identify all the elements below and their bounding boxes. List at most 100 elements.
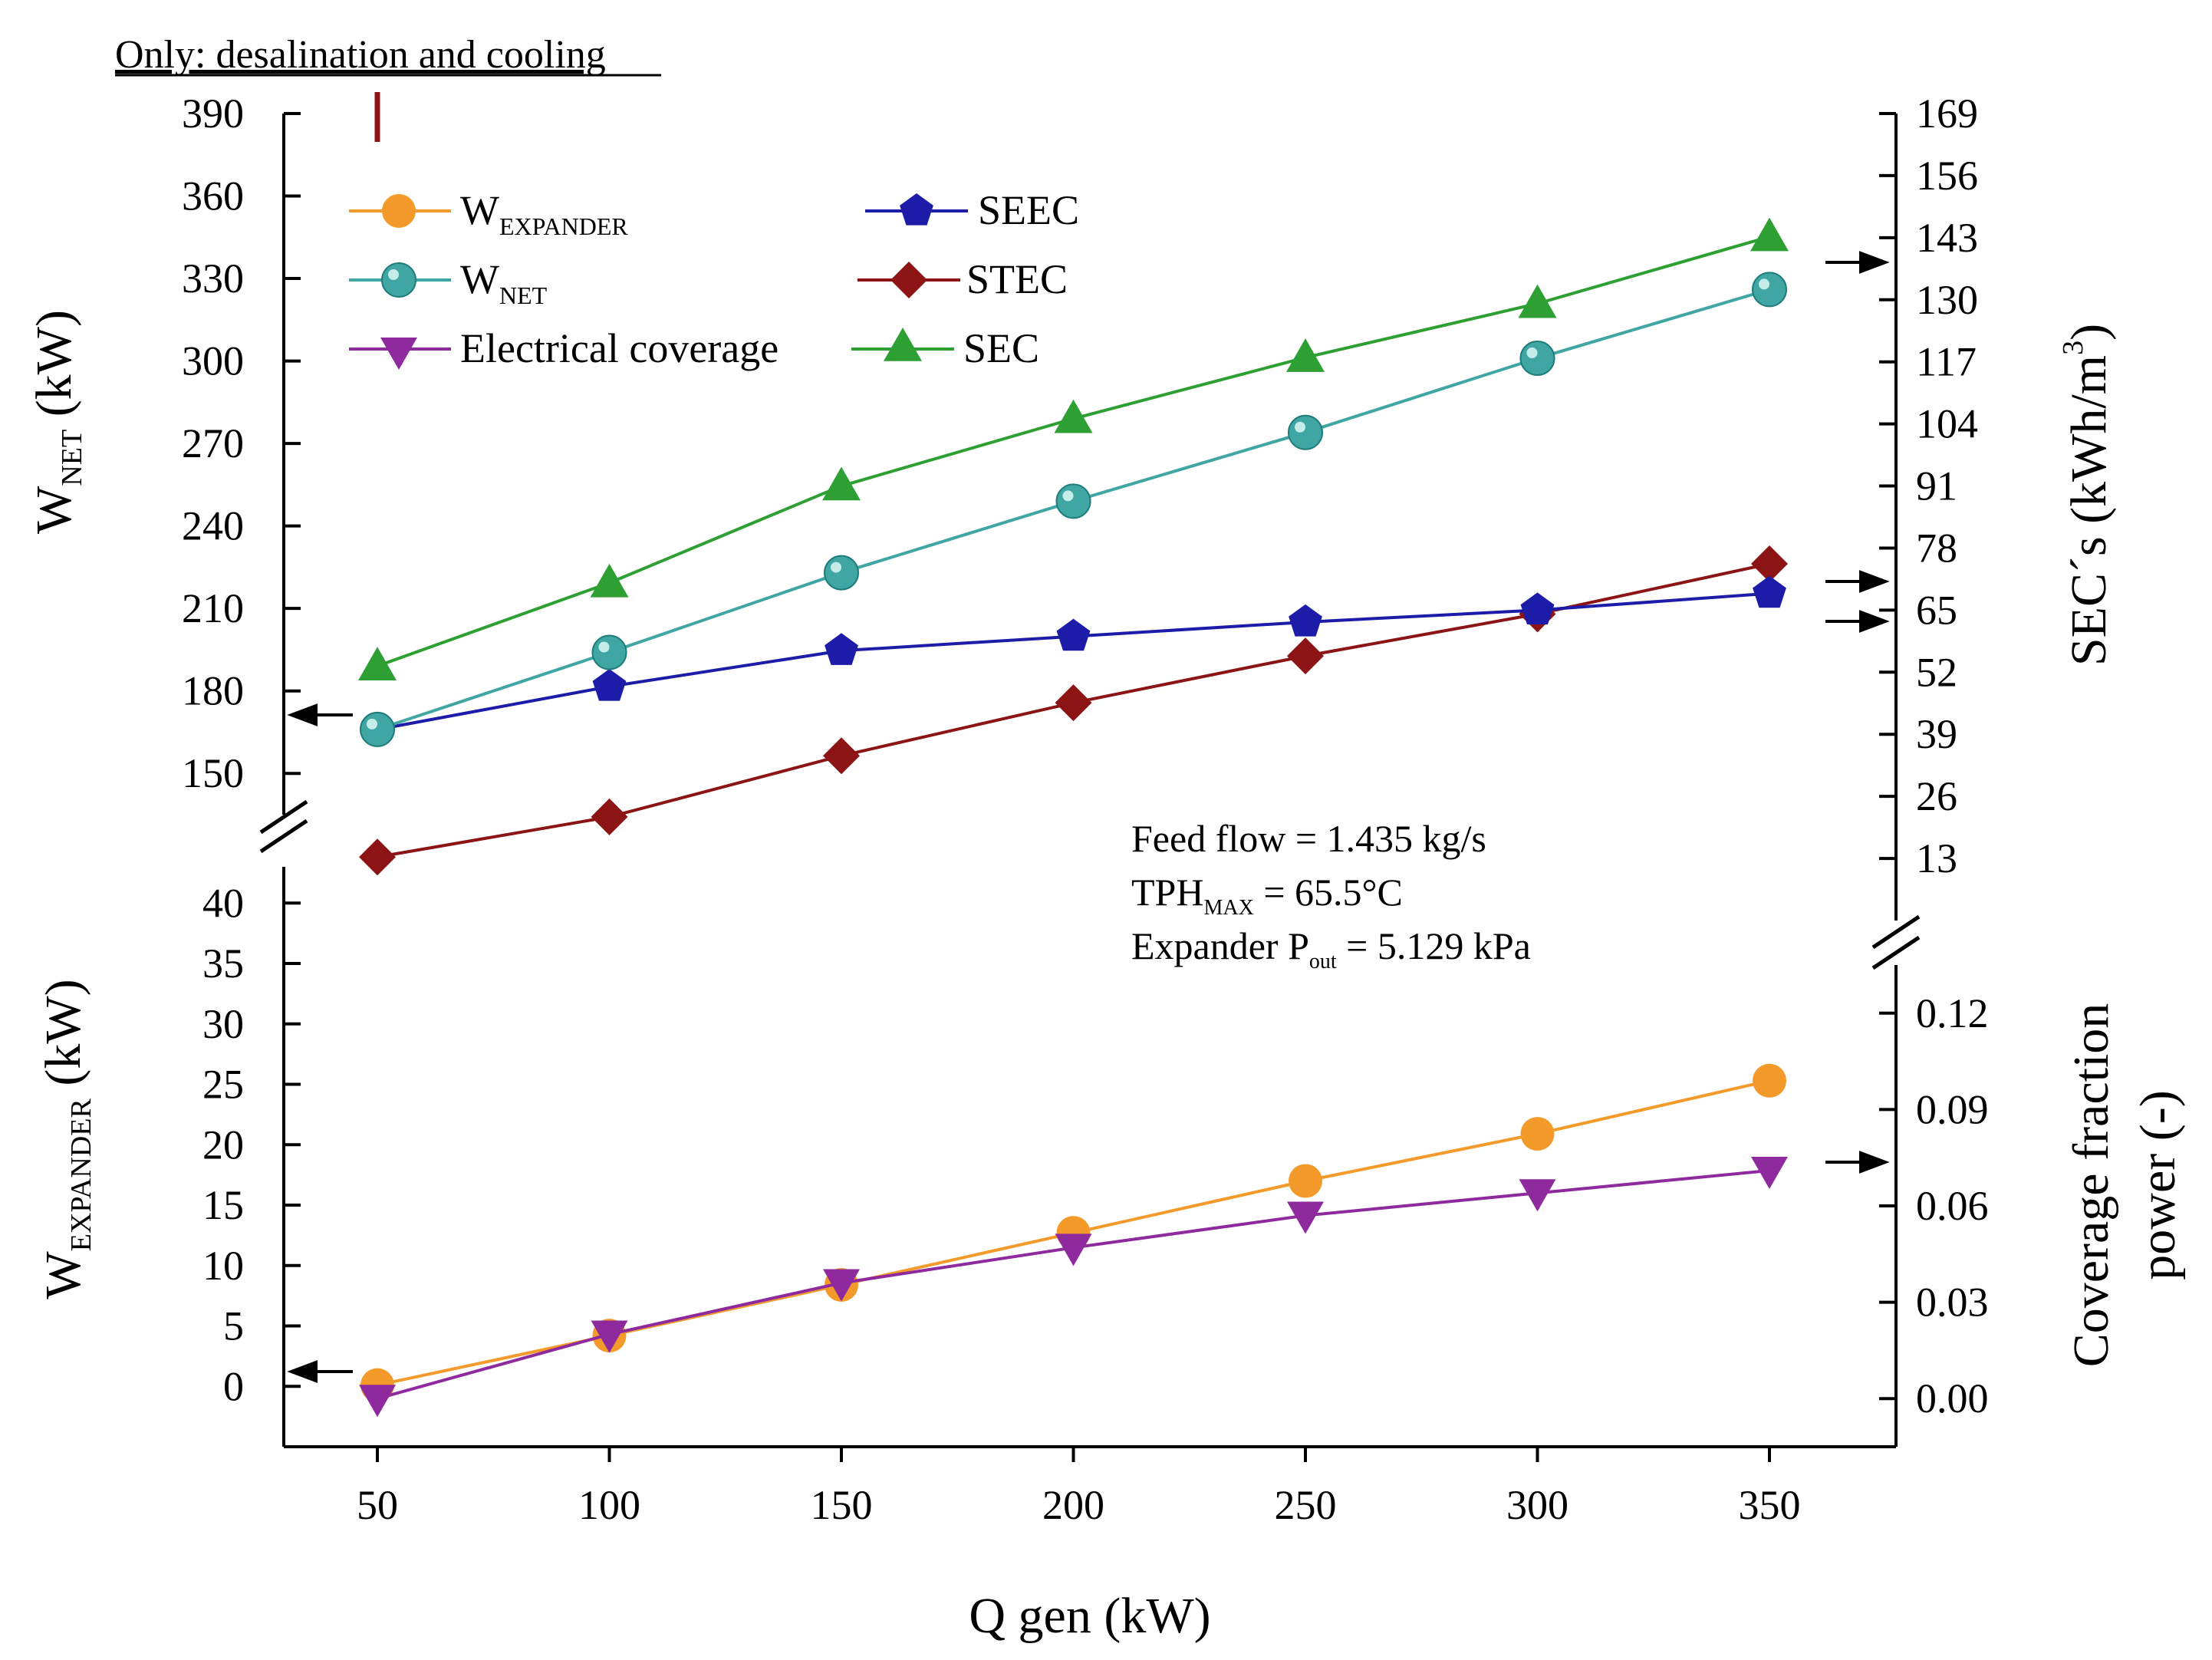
right-tick-label: 104 xyxy=(1916,401,1978,447)
right-tick-label: 13 xyxy=(1916,835,1957,881)
annotation-tph-rest: = 65.5°C xyxy=(1254,871,1403,914)
legend-marker-shape-wnet-highlight xyxy=(388,269,399,280)
right-tick-label: 52 xyxy=(1916,649,1957,695)
legend-marker-shape-wexp xyxy=(382,194,416,228)
data-point-wnet-body xyxy=(1288,414,1323,450)
data-point-wexp xyxy=(1520,1117,1555,1151)
data-point-wnet-body xyxy=(824,555,859,591)
left-tick-label: 25 xyxy=(202,1062,244,1108)
series-wexp xyxy=(360,1063,1786,1402)
legend-item-seec: SEEC xyxy=(865,187,1079,233)
arrow-seec-right xyxy=(1825,610,1890,633)
left-bottom-axis-label: WEXPANDER (kW) xyxy=(35,979,97,1299)
legend-label-stec: STEC xyxy=(966,256,1068,302)
legend: WEXPANDER WNET Electrical coverage SEEC … xyxy=(349,187,1079,371)
right-tick-label: 65 xyxy=(1916,587,1957,633)
annotation-pout-main: Expander P xyxy=(1131,924,1309,967)
data-point-seec xyxy=(825,633,858,665)
legend-marker-shape-stec xyxy=(890,262,927,298)
left-tick-label: 330 xyxy=(182,255,244,301)
data-point-sec xyxy=(1054,399,1093,433)
x-tick-label: 100 xyxy=(578,1482,640,1528)
arrow-wnet-left xyxy=(287,703,353,726)
right-top-axis-label-sup: 3 xyxy=(2057,341,2089,355)
left-tick-label: 360 xyxy=(182,173,244,219)
arrow-stec-right xyxy=(1825,570,1890,593)
left-top-axis-label: WNET (kW) xyxy=(26,310,88,534)
left-axis-break xyxy=(259,799,308,854)
right-tick-label: 156 xyxy=(1916,153,1978,199)
left-tick-label: 180 xyxy=(182,668,244,714)
data-point-stec xyxy=(1055,684,1092,722)
data-point-stec xyxy=(1287,637,1324,675)
arrow-sec-right xyxy=(1825,251,1890,274)
x-axis-label: Q gen (kW) xyxy=(969,1588,1210,1644)
annotation-tph-max: TPHMAX = 65.5°C xyxy=(1131,871,1403,920)
left-tick-label: 5 xyxy=(223,1303,244,1349)
data-point-wnet-highlight xyxy=(1062,490,1074,502)
data-point-wnet xyxy=(1288,414,1323,450)
x-tick-label: 250 xyxy=(1275,1482,1337,1528)
right-tick-label: 39 xyxy=(1916,711,1957,757)
data-point-wnet-highlight xyxy=(367,718,377,730)
legend-label-wexp: WEXPANDER xyxy=(460,187,628,240)
x-tick-label: 350 xyxy=(1739,1482,1801,1528)
left-bottom-axis-ticks: 0 5 10 15 20 25 30 35 40 xyxy=(202,880,301,1409)
x-tick-label: 200 xyxy=(1042,1482,1104,1528)
data-point-wnet-highlight xyxy=(598,641,610,653)
left-tick-label: 40 xyxy=(202,880,244,926)
data-point-wnet-highlight xyxy=(831,562,841,573)
data-point-cov xyxy=(1751,1156,1788,1189)
right-top-axis-ticks: 13 26 39 52 65 78 91 104 117 130 143 156 169 xyxy=(1879,91,1978,881)
left-tick-label: 30 xyxy=(202,1001,244,1047)
series-cov xyxy=(359,1156,1788,1418)
data-point-seec xyxy=(592,669,627,701)
data-point-wnet xyxy=(360,711,395,747)
data-point-wnet xyxy=(1055,483,1091,519)
annotation-tph-main: TPH xyxy=(1131,871,1203,914)
legend-marker-shape-wnet-body xyxy=(381,262,416,298)
legend-marker-shape-wnet xyxy=(381,262,416,298)
right-axis-break xyxy=(1871,914,1921,970)
data-point-seec xyxy=(1289,604,1322,637)
data-point-wexp xyxy=(1753,1063,1786,1098)
left-tick-label: 270 xyxy=(182,420,244,466)
left-tick-label: 10 xyxy=(202,1243,244,1289)
legend-marker-stec xyxy=(890,262,927,298)
annotation-pout-rest: = 5.129 kPa xyxy=(1337,924,1531,967)
legend-item-sec: SEC xyxy=(851,325,1039,371)
data-point-seec xyxy=(1753,575,1786,608)
data-point-sec xyxy=(1286,338,1325,372)
data-point-wexp xyxy=(1289,1164,1322,1198)
data-point-sec xyxy=(1518,284,1557,318)
right-bottom-axis-label-line2: power (-) xyxy=(2130,1090,2186,1280)
x-tick-label: 300 xyxy=(1506,1482,1568,1528)
legend-marker-seec xyxy=(900,193,933,226)
data-point-wnet xyxy=(824,555,859,591)
data-point-wnet xyxy=(1519,341,1555,377)
legend-marker-sec xyxy=(884,328,922,361)
legend-label-wnet-sub: NET xyxy=(499,282,548,309)
arrow-cov-right xyxy=(1825,1151,1890,1174)
data-point-wnet xyxy=(1752,272,1787,308)
legend-marker-shape-cov xyxy=(380,338,417,370)
series-line-sec xyxy=(377,235,1770,668)
series-layer xyxy=(358,217,1789,1418)
right-bottom-axis-label-line1: Coverage fraction xyxy=(2063,1003,2119,1368)
right-tick-label: 0.03 xyxy=(1916,1280,1989,1326)
right-bottom-axis-ticks: 0.00 0.03 0.06 0.09 0.12 xyxy=(1879,990,1989,1421)
data-point-stec xyxy=(823,737,860,775)
left-tick-label: 20 xyxy=(202,1121,244,1168)
legend-label-wnet: WNET xyxy=(460,256,548,309)
series-sec xyxy=(358,217,1789,680)
left-top-axis-label-unit: (kW) xyxy=(26,310,82,430)
left-tick-label: 210 xyxy=(182,585,244,631)
data-point-wnet xyxy=(591,634,627,670)
right-tick-label: 26 xyxy=(1916,773,1957,819)
data-point-wnet-body xyxy=(1055,483,1091,519)
annotation-expander-pout: Expander Pout = 5.129 kPa xyxy=(1131,924,1531,973)
right-tick-label: 91 xyxy=(1916,463,1957,509)
left-tick-label: 150 xyxy=(182,750,244,796)
data-point-wnet-highlight xyxy=(1526,347,1538,359)
legend-marker-shape-sec xyxy=(884,328,922,361)
